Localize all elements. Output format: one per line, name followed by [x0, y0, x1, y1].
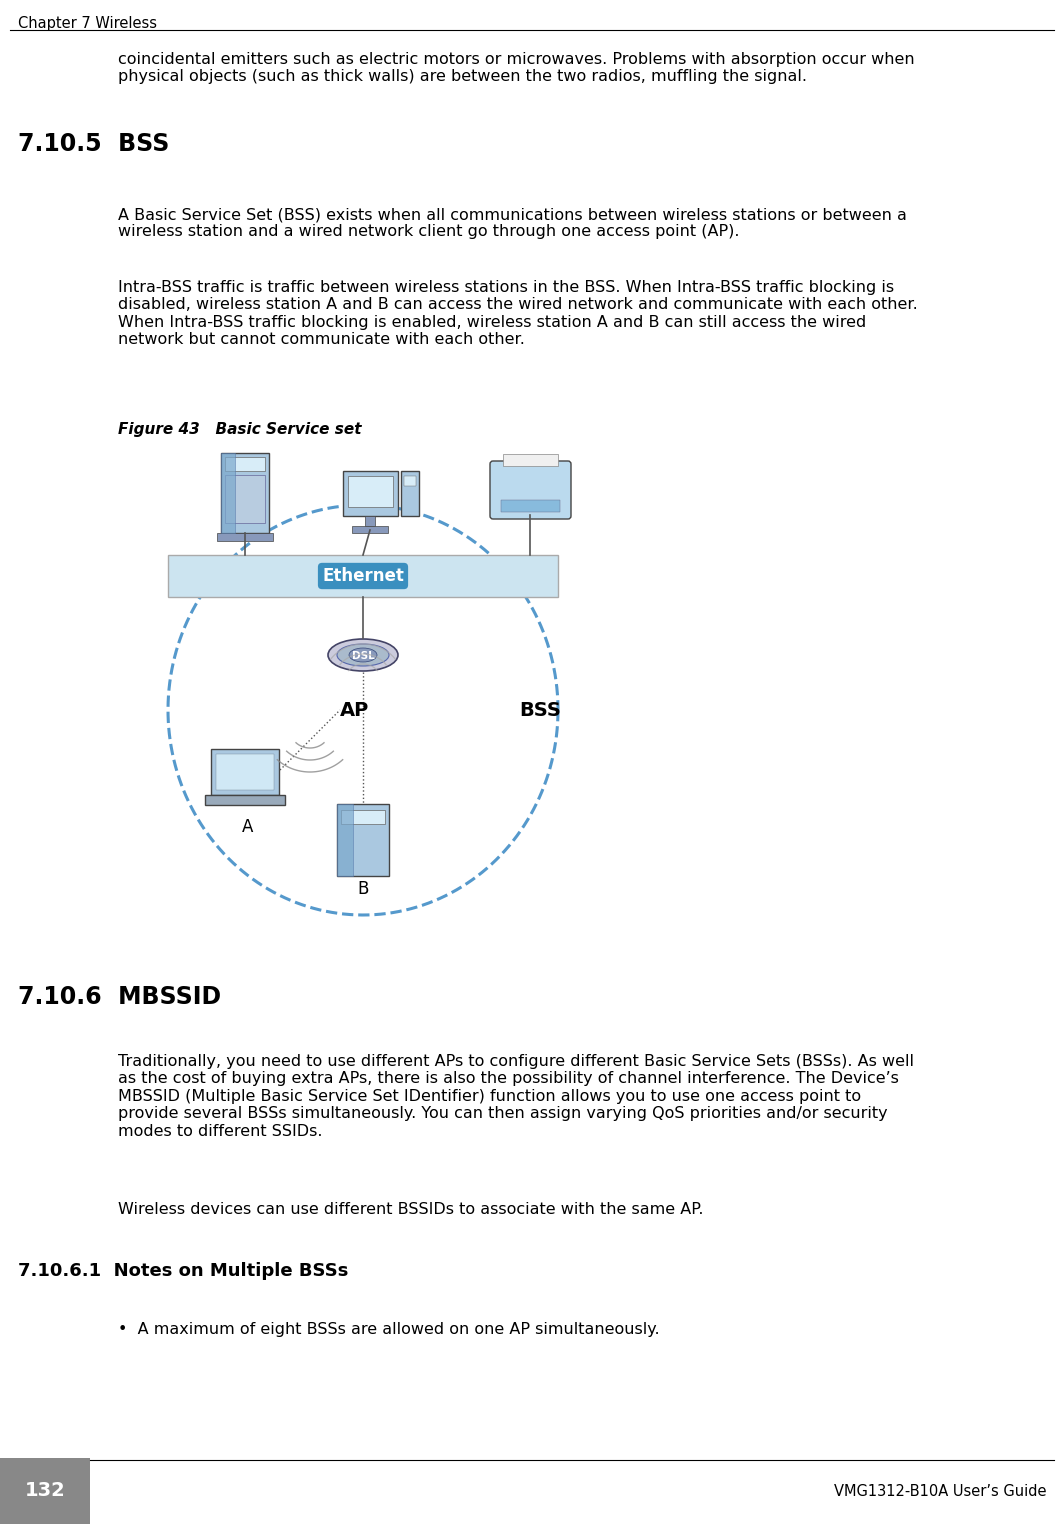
- Text: AP: AP: [340, 701, 369, 719]
- Text: 132: 132: [24, 1481, 65, 1501]
- Bar: [225, 475, 265, 523]
- Bar: [404, 475, 416, 486]
- Bar: [365, 517, 375, 526]
- Bar: [0, 1458, 90, 1524]
- Text: Figure 43   Basic Service set: Figure 43 Basic Service set: [118, 422, 362, 437]
- Text: 7.10.6  MBSSID: 7.10.6 MBSSID: [18, 985, 221, 1009]
- Text: coincidental emitters such as electric motors or microwaves. Problems with absor: coincidental emitters such as electric m…: [118, 52, 915, 84]
- Bar: [221, 453, 269, 533]
- Text: A Basic Service Set (BSS) exists when all communications between wireless statio: A Basic Service Set (BSS) exists when al…: [118, 207, 907, 239]
- Bar: [503, 454, 558, 466]
- Text: BSS: BSS: [519, 701, 561, 719]
- Text: •  A maximum of eight BSSs are allowed on one AP simultaneously.: • A maximum of eight BSSs are allowed on…: [118, 1321, 660, 1337]
- Bar: [217, 533, 273, 541]
- Text: Traditionally, you need to use different APs to configure different Basic Servic: Traditionally, you need to use different…: [118, 1055, 914, 1138]
- Text: Ethernet: Ethernet: [322, 567, 404, 585]
- Text: DSL: DSL: [351, 651, 375, 661]
- Ellipse shape: [337, 645, 389, 666]
- Ellipse shape: [349, 648, 377, 661]
- Text: VMG1312-B10A User’s Guide: VMG1312-B10A User’s Guide: [833, 1484, 1046, 1500]
- Bar: [205, 796, 285, 805]
- Text: Wireless devices can use different BSSIDs to associate with the same AP.: Wireless devices can use different BSSID…: [118, 1202, 703, 1218]
- Text: Intra-BSS traffic is traffic between wireless stations in the BSS. When Intra-BS: Intra-BSS traffic is traffic between wir…: [118, 280, 918, 347]
- Bar: [501, 500, 560, 512]
- Bar: [211, 748, 279, 796]
- Text: Chapter 7 Wireless: Chapter 7 Wireless: [18, 15, 157, 30]
- Text: 7.10.6.1  Notes on Multiple BSSs: 7.10.6.1 Notes on Multiple BSSs: [18, 1262, 348, 1280]
- Bar: [216, 754, 275, 789]
- FancyBboxPatch shape: [491, 460, 571, 520]
- Text: 7.10.5  BSS: 7.10.5 BSS: [18, 133, 169, 155]
- Bar: [168, 555, 558, 597]
- Bar: [337, 805, 389, 876]
- Bar: [343, 471, 398, 517]
- Text: A: A: [243, 818, 253, 837]
- Bar: [225, 457, 265, 471]
- Bar: [221, 453, 235, 533]
- Bar: [340, 809, 385, 824]
- Bar: [401, 471, 419, 517]
- Bar: [337, 805, 353, 876]
- Bar: [352, 526, 388, 533]
- Bar: [348, 475, 393, 507]
- Ellipse shape: [328, 639, 398, 671]
- Text: B: B: [358, 879, 369, 898]
